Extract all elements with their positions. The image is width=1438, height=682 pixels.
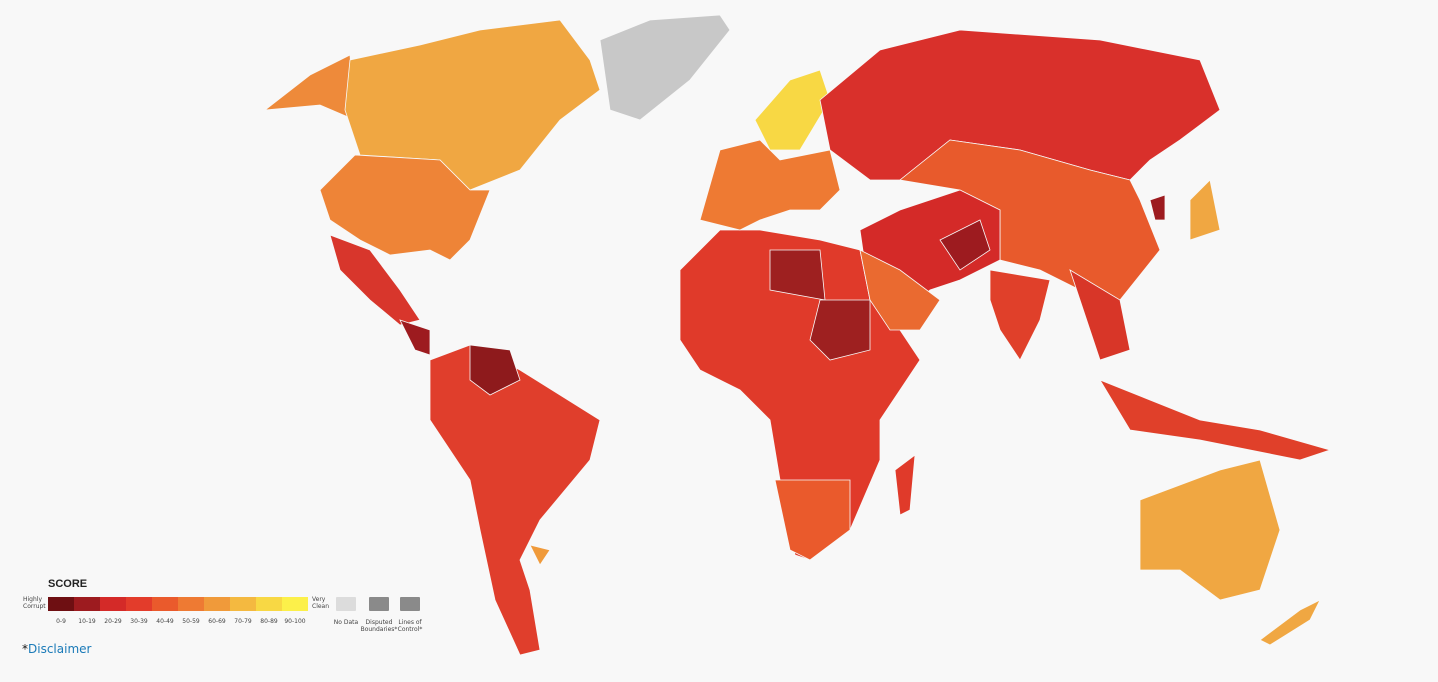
country [1259,599,1321,646]
legend-swatch [48,597,74,611]
legend-bin-label: 70-79 [234,618,252,625]
country [263,54,356,121]
country [599,14,731,121]
legend-bin-label: 50-59 [182,618,200,625]
country [1139,459,1281,601]
country [319,154,491,261]
legend-low-label: Highly Corrupt [23,596,46,610]
legend-swatch [100,597,126,611]
legend-swatch [74,597,100,611]
legend-swatch [282,597,308,611]
country [1099,379,1332,461]
legend-swatch [126,597,152,611]
country [819,29,1221,181]
legend-extra-label: Disputed Boundaries* [360,619,398,633]
legend-swatch [256,597,282,611]
country [529,544,551,566]
legend-bin-label: 90-100 [284,618,306,625]
country [989,269,1051,361]
country [939,219,991,271]
legend-bin-label: 80-89 [260,618,278,625]
legend-extra-label: Lines of Control* [397,619,423,633]
legend: SCORE Highly Corrupt Very Clean 0-9 10-19… [20,578,440,638]
footnote-marker: * [22,642,28,656]
legend-bin-label: 20-29 [104,618,122,625]
country [1149,194,1166,221]
country [1189,179,1221,241]
country [754,69,831,151]
legend-title: SCORE [48,578,88,590]
legend-bin-label: 0-9 [56,618,66,625]
country [699,139,841,231]
legend-swatch [178,597,204,611]
country [859,249,941,331]
country [894,454,916,516]
legend-swatch [336,597,356,611]
legend-bin-label: 10-19 [78,618,96,625]
country [1069,269,1131,361]
legend-bin-label: 30-39 [130,618,148,625]
country [469,344,521,396]
legend-extra-label: No Data [333,619,359,626]
legend-high-label: Very Clean [312,596,330,610]
legend-swatch [400,597,420,611]
legend-swatch [369,597,389,611]
country [429,344,601,656]
legend-swatch [152,597,178,611]
country [399,319,431,356]
country [809,299,871,361]
legend-bin-label: 40-49 [156,618,174,625]
legend-bin-label: 60-69 [208,618,226,625]
footer: *Disclaimer [22,642,91,656]
legend-swatch [204,597,230,611]
legend-swatch [230,597,256,611]
country [774,479,851,561]
country [329,234,421,326]
disclaimer-link[interactable]: Disclaimer [28,642,92,656]
